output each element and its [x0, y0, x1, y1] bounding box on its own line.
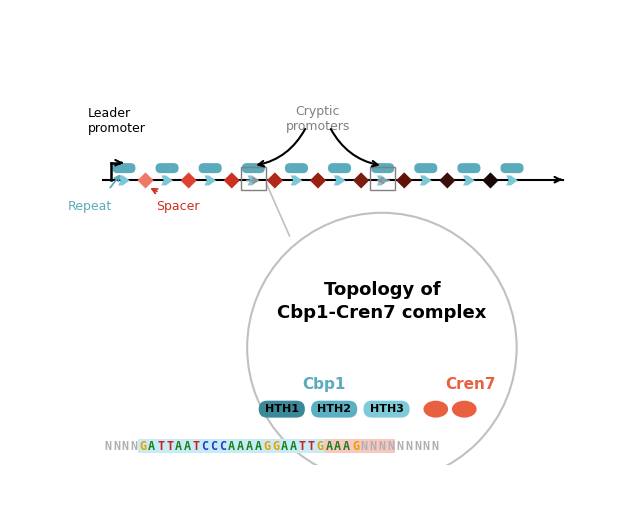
Polygon shape — [118, 175, 130, 185]
Text: A: A — [228, 440, 235, 453]
Text: N: N — [104, 440, 111, 453]
Text: T: T — [166, 440, 173, 453]
Text: A: A — [281, 440, 288, 453]
Circle shape — [247, 213, 516, 482]
Bar — [371, 168, 395, 191]
Ellipse shape — [424, 401, 448, 418]
Polygon shape — [161, 175, 173, 185]
Text: G: G — [264, 440, 271, 453]
Text: N: N — [131, 440, 138, 453]
FancyBboxPatch shape — [198, 163, 221, 173]
Text: HTH2: HTH2 — [317, 404, 351, 414]
FancyBboxPatch shape — [242, 163, 265, 173]
FancyBboxPatch shape — [414, 163, 437, 173]
Text: N: N — [361, 440, 368, 453]
Text: C: C — [219, 440, 227, 453]
Polygon shape — [180, 172, 196, 188]
Text: A: A — [255, 440, 262, 453]
Text: T: T — [157, 440, 164, 453]
Polygon shape — [223, 172, 240, 188]
Ellipse shape — [452, 401, 477, 418]
Text: A: A — [343, 440, 350, 453]
Polygon shape — [334, 175, 346, 185]
Polygon shape — [204, 175, 216, 185]
Polygon shape — [439, 172, 456, 188]
Text: Spacer: Spacer — [156, 200, 200, 213]
FancyBboxPatch shape — [113, 163, 136, 173]
FancyBboxPatch shape — [364, 401, 410, 418]
Text: A: A — [148, 440, 156, 453]
Text: G: G — [317, 440, 324, 453]
FancyBboxPatch shape — [311, 401, 357, 418]
Text: N: N — [387, 440, 394, 453]
Text: A: A — [184, 440, 191, 453]
Polygon shape — [267, 172, 283, 188]
Bar — [241, 168, 266, 191]
Text: C: C — [211, 440, 218, 453]
Text: T: T — [308, 440, 315, 453]
Text: N: N — [370, 440, 377, 453]
Text: A: A — [237, 440, 244, 453]
Polygon shape — [353, 172, 369, 188]
Text: A: A — [334, 440, 341, 453]
Text: Cryptic
promoters: Cryptic promoters — [286, 105, 350, 133]
Text: G: G — [352, 440, 359, 453]
Text: A: A — [175, 440, 182, 453]
FancyBboxPatch shape — [371, 163, 394, 173]
Text: Topology of
Cbp1-Cren7 complex: Topology of Cbp1-Cren7 complex — [277, 280, 486, 322]
Text: A: A — [290, 440, 297, 453]
Text: A: A — [325, 440, 333, 453]
FancyBboxPatch shape — [156, 163, 179, 173]
Polygon shape — [291, 175, 302, 185]
Text: N: N — [414, 440, 421, 453]
Text: A: A — [246, 440, 253, 453]
FancyBboxPatch shape — [285, 163, 308, 173]
Text: N: N — [431, 440, 439, 453]
Text: Cren7: Cren7 — [445, 377, 496, 392]
Text: Repeat: Repeat — [68, 200, 112, 213]
Polygon shape — [310, 172, 326, 188]
Polygon shape — [506, 175, 518, 185]
Text: HTH3: HTH3 — [369, 404, 403, 414]
FancyBboxPatch shape — [500, 163, 524, 173]
Polygon shape — [463, 175, 475, 185]
Polygon shape — [483, 172, 499, 188]
Text: Cbp1: Cbp1 — [303, 377, 346, 392]
Text: N: N — [405, 440, 412, 453]
Polygon shape — [248, 175, 259, 185]
Text: N: N — [122, 440, 129, 453]
Polygon shape — [420, 175, 431, 185]
Text: HTH1: HTH1 — [265, 404, 299, 414]
FancyBboxPatch shape — [328, 163, 351, 173]
Text: Leader
promoter: Leader promoter — [88, 108, 146, 135]
Bar — [324, 439, 395, 453]
Text: G: G — [140, 440, 147, 453]
Text: T: T — [299, 440, 306, 453]
Text: N: N — [113, 440, 120, 453]
Text: T: T — [193, 440, 200, 453]
Text: C: C — [202, 440, 209, 453]
Text: G: G — [272, 440, 280, 453]
Text: N: N — [423, 440, 430, 453]
Polygon shape — [396, 172, 412, 188]
Polygon shape — [138, 172, 154, 188]
Polygon shape — [377, 175, 388, 185]
Text: N: N — [378, 440, 386, 453]
Text: N: N — [396, 440, 403, 453]
Bar — [138, 439, 324, 453]
FancyBboxPatch shape — [259, 401, 305, 418]
FancyBboxPatch shape — [458, 163, 481, 173]
